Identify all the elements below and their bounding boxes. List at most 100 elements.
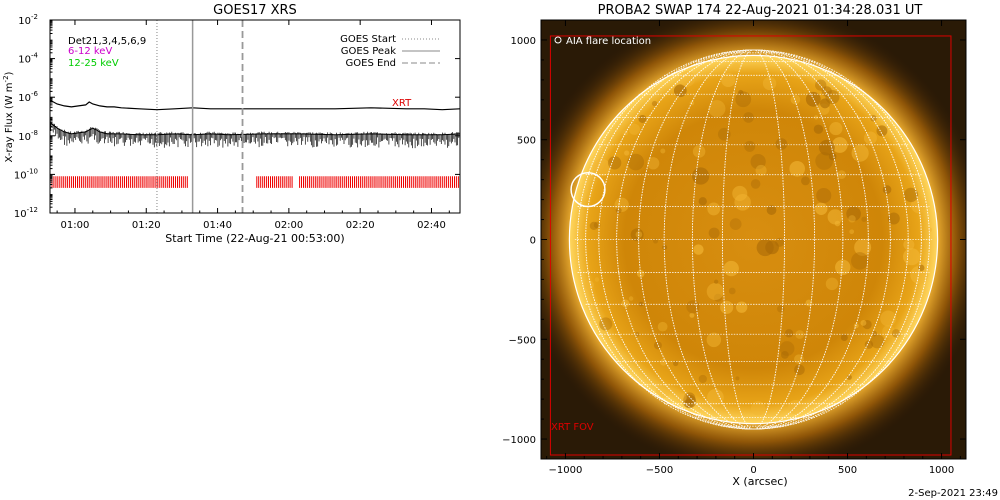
sun-texture-blob	[647, 157, 660, 170]
sun-texture-blob	[762, 76, 777, 91]
sun-texture-blob	[851, 252, 869, 270]
sun-texture	[584, 62, 932, 416]
goes-y-label-main: X-ray Flux (W m	[4, 82, 15, 162]
sun-limb	[568, 54, 939, 425]
goes-x-label: Start Time (22-Aug-21 00:53:00)	[165, 232, 344, 245]
sun-texture-blob	[870, 115, 877, 122]
legend-detector: Det21,3,4,5,6,9	[68, 36, 146, 47]
sun-texture-blob	[732, 62, 741, 72]
swap-x-label: X (arcsec)	[732, 475, 787, 488]
sun-texture-blob	[815, 152, 834, 170]
sun-texture-blob	[849, 229, 855, 235]
y-tick-exp-5: -2	[31, 13, 38, 21]
sun-texture-blob	[678, 393, 687, 402]
sun-texture-blob	[729, 218, 742, 231]
x-tick-label-1: 01:20	[132, 220, 161, 231]
sun-texture-blob	[584, 280, 594, 290]
sun-texture-blob	[706, 332, 722, 348]
sun-texture-blob	[653, 341, 662, 350]
sun-texture-blob	[735, 91, 752, 108]
x-tick-label-4: 02:20	[346, 220, 375, 231]
sun-texture-blob	[828, 152, 837, 161]
sun-texture-blob	[735, 376, 740, 381]
legend-goes-end: GOES End	[346, 58, 396, 69]
sun-texture-blob	[594, 277, 600, 282]
sun-texture-blob	[779, 341, 795, 356]
goes-plot-frame	[49, 19, 461, 214]
swap-y-axis: −1000 −500 0 500 1000	[502, 36, 966, 446]
sun-texture-blob	[870, 334, 885, 349]
swap-x-tick-label-4: 1000	[929, 465, 954, 476]
sun-texture-blob	[837, 170, 846, 179]
sun-texture-blob	[794, 354, 804, 365]
legend-12-25-kev: 12-25 keV	[68, 58, 119, 69]
swap-y-tick-label-2: 0	[530, 236, 536, 247]
x-tick-label-3: 02:00	[274, 220, 303, 231]
sun-texture-blob	[835, 259, 851, 275]
sun-texture-blob	[910, 265, 929, 284]
goes-legend-right: GOES Start GOES Peak GOES End	[340, 34, 440, 69]
sun-texture-blob	[854, 238, 872, 256]
sun-texture-blob	[628, 123, 641, 135]
swap-x-tick-label-0: −1000	[549, 465, 583, 476]
swap-y-tick-label-0: −1000	[502, 435, 536, 446]
lower-flux-line	[50, 121, 460, 136]
sun-texture-blob	[713, 293, 722, 302]
goes-y-label-close: )	[4, 71, 15, 75]
aia-flare-circle	[570, 171, 606, 208]
sun-texture-blob	[775, 138, 788, 150]
sun-texture-blob	[738, 89, 744, 95]
sun-texture-blob	[723, 260, 739, 277]
swap-x-tick-label-3: 500	[838, 465, 857, 476]
xrt-fov-label: XRT FOV	[551, 422, 594, 433]
sun-texture-blob	[813, 124, 824, 134]
sun-texture-blob	[815, 202, 828, 215]
sun-texture-blob	[683, 392, 696, 405]
sun-texture-blob	[628, 296, 634, 301]
sun-texture-blob	[743, 112, 754, 123]
aia-legend: AIA flare location	[554, 36, 651, 47]
sun-texture-blob	[853, 323, 859, 329]
sun-texture-blob	[707, 202, 721, 216]
swap-x-tick-label-1: −500	[646, 465, 673, 476]
sun-texture-blob	[863, 131, 877, 145]
y-tick-label-2: 10-8	[18, 129, 38, 143]
legend-6-12-kev: 6-12 keV	[68, 46, 112, 57]
sun-texture-blob	[903, 248, 921, 266]
sun-texture-blob	[707, 388, 724, 406]
sun-texture-blob	[708, 100, 726, 118]
sun-texture-blob	[861, 216, 867, 222]
sun-texture-blob	[706, 282, 724, 301]
goes-legend-left: Det21,3,4,5,6,9 6-12 keV 12-25 keV	[68, 36, 146, 69]
swap-y-tick-label-3: 500	[517, 136, 536, 147]
sun-texture-blob	[790, 94, 801, 105]
sun-texture-blob	[903, 187, 919, 203]
sun-texture-blob	[848, 215, 856, 223]
sun-texture-blob	[592, 158, 611, 177]
sun-texture-blob	[750, 179, 761, 189]
sun-texture-blob	[651, 100, 658, 107]
x-tick-label-5: 02:40	[417, 220, 446, 231]
swap-y-tick-label-1: −500	[509, 335, 536, 346]
sun-texture-blob	[801, 176, 810, 186]
sun-texture-blob	[780, 350, 789, 359]
sun-texture-blob	[827, 209, 843, 225]
sun-texture-blob	[750, 154, 766, 170]
y-tick-label-0: 10-12	[14, 206, 38, 220]
sun-texture-blob	[660, 358, 667, 366]
sun-texture-blob	[825, 89, 840, 105]
sun-texture-blob	[777, 305, 785, 313]
sun-texture-blob	[918, 264, 925, 272]
sun-texture-blob	[708, 227, 720, 239]
y-tick-exp-3: -6	[31, 90, 39, 98]
sun-texture-blob	[624, 150, 630, 156]
sun-texture-blob	[851, 144, 869, 162]
sun-texture-blob	[876, 125, 888, 137]
sun-texture-blob	[927, 227, 932, 233]
sun-texture-blob	[846, 374, 852, 380]
sun-texture-blob	[816, 187, 832, 204]
goes-plot-area	[50, 20, 460, 213]
y-tick-exp-2: -8	[31, 129, 38, 137]
sun-texture-blob	[732, 185, 748, 201]
